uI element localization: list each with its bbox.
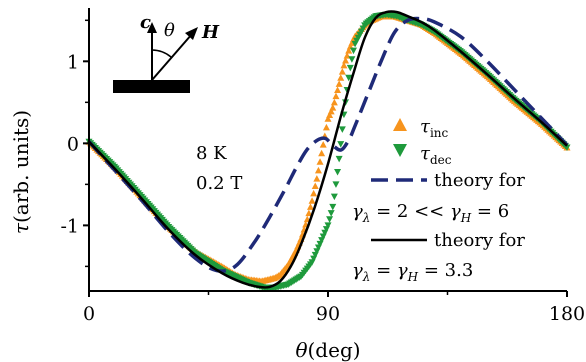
point-dec xyxy=(324,222,332,229)
point-dec xyxy=(327,210,335,217)
point-inc xyxy=(342,56,350,64)
line-theory2 xyxy=(88,10,568,289)
y-tick-label: 0 xyxy=(67,133,79,155)
legend-dec-label: τdec xyxy=(420,143,452,167)
inset-schematic: c θ H xyxy=(113,12,220,93)
x-axis-title: θ(deg) xyxy=(295,338,360,362)
sample-bar xyxy=(113,80,190,93)
y-tick-label: 1 xyxy=(67,51,79,73)
legend-theory1-label: theory for xyxy=(434,170,525,191)
point-dec xyxy=(337,141,345,148)
point-dec xyxy=(345,74,353,82)
point-inc xyxy=(314,166,322,174)
point-dec xyxy=(338,126,346,133)
legend-inc-marker xyxy=(393,118,407,131)
point-inc xyxy=(335,80,343,87)
c-axis-arrowhead xyxy=(147,22,157,33)
x-tick-label: 0 xyxy=(83,303,95,325)
point-dec xyxy=(329,203,337,211)
theta-arc xyxy=(151,49,172,58)
point-inc xyxy=(345,47,353,54)
legend-inc-label: τinc xyxy=(420,116,449,140)
point-dec xyxy=(335,155,343,163)
field-arrowhead xyxy=(185,27,198,40)
legend-theory2-gamma: γλ = γH = 3.3 xyxy=(352,260,473,284)
point-inc xyxy=(313,175,321,182)
inset-theta-label: θ xyxy=(164,20,175,41)
point-dec xyxy=(326,216,334,223)
point-inc xyxy=(337,74,345,81)
point-dec xyxy=(346,64,354,72)
axes-layer: 0 90 180 -1 0 1 xyxy=(60,8,585,325)
point-inc xyxy=(330,98,338,106)
point-inc xyxy=(326,111,334,119)
point-inc xyxy=(316,158,324,165)
point-dec xyxy=(349,47,357,55)
series-layer xyxy=(85,10,571,292)
inset-c-label: c xyxy=(140,12,151,33)
point-inc xyxy=(324,115,332,122)
legend: τinc τdec theory for γλ = 2 << γH = 6 th… xyxy=(352,116,525,284)
field-arrow xyxy=(151,33,193,81)
point-inc xyxy=(329,104,337,111)
y-tick-label: -1 xyxy=(60,215,79,237)
x-tick-label: 180 xyxy=(549,303,585,325)
point-dec xyxy=(332,181,340,188)
point-inc xyxy=(327,107,335,115)
x-tick-label: 90 xyxy=(316,303,340,325)
inset-h-label: H xyxy=(201,22,220,43)
point-inc xyxy=(308,197,316,204)
point-inc xyxy=(311,182,319,190)
point-inc xyxy=(338,68,346,75)
point-inc xyxy=(318,149,326,157)
point-inc xyxy=(322,123,330,131)
point-inc xyxy=(334,86,342,94)
point-dec xyxy=(348,56,356,63)
line-theory1 xyxy=(87,16,569,273)
point-dec xyxy=(563,144,571,151)
point-inc xyxy=(319,141,327,148)
point-dec xyxy=(330,193,338,201)
y-axis-title: τ(arb. units) xyxy=(9,110,33,234)
point-inc xyxy=(310,189,318,197)
temperature-annotation: 8 K xyxy=(196,143,227,164)
point-inc xyxy=(305,209,313,217)
point-inc xyxy=(332,92,340,100)
legend-theory2-label: theory for xyxy=(434,230,525,251)
legend-theory1-gamma: γλ = 2 << γH = 6 xyxy=(352,201,509,225)
field-annotation: 0.2 T xyxy=(196,173,242,194)
point-dec xyxy=(334,169,342,176)
point-inc xyxy=(340,61,348,69)
point-inc xyxy=(306,203,314,210)
legend-dec-marker xyxy=(393,144,407,157)
